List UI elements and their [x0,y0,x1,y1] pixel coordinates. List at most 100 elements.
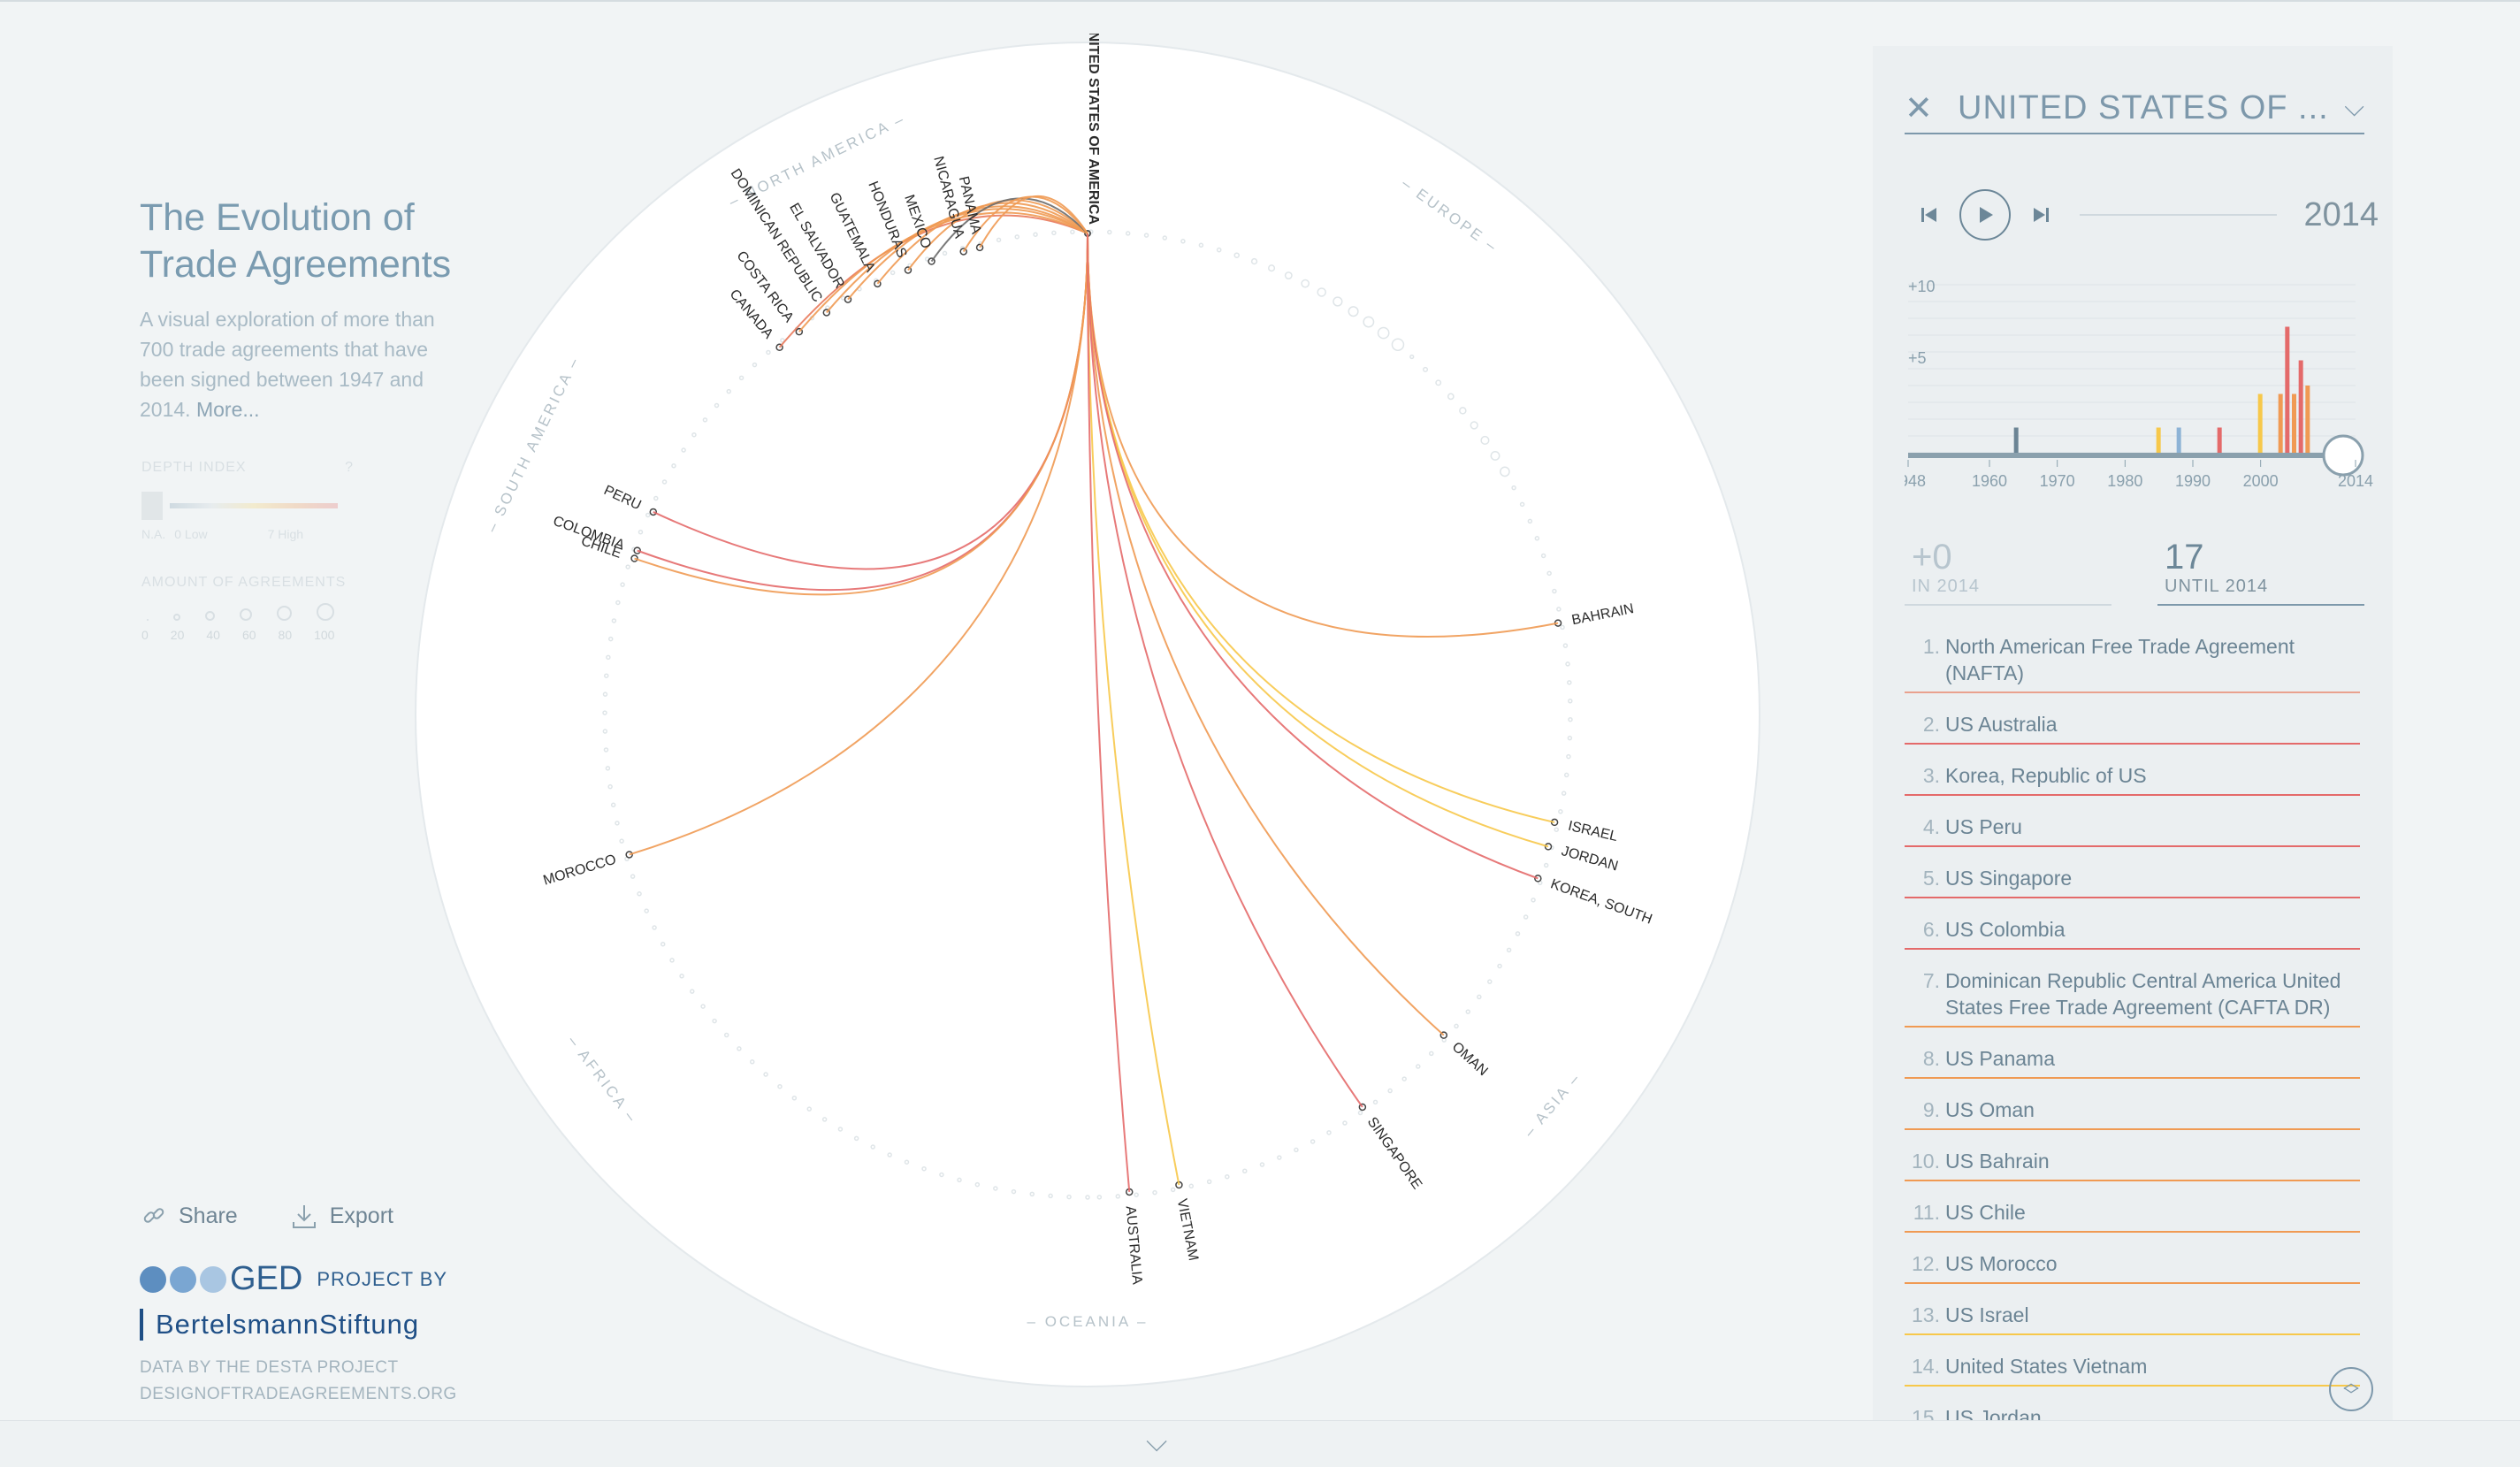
country-dot[interactable] [691,432,697,438]
country-dot[interactable] [669,958,675,963]
country-dot[interactable] [615,600,621,606]
country-dot[interactable] [1357,1110,1363,1116]
country-dot[interactable] [1048,1193,1053,1199]
list-item[interactable]: 14. United States Vietnam [1905,1349,2360,1387]
country-dot[interactable] [1552,588,1557,594]
hist-bar[interactable] [2278,393,2283,454]
stat-until-year[interactable]: 17 UNTIL 2014 [2157,538,2364,606]
country-dot[interactable] [1301,279,1310,288]
ged-logo[interactable]: GED PROJECT BY [140,1260,457,1298]
country-dot[interactable] [652,925,657,930]
chevron-down-icon[interactable]: ⌵ [2344,93,2364,122]
list-item[interactable]: 4. US Peru [1905,810,2360,847]
country-dot[interactable] [1070,229,1075,235]
country-dot[interactable] [1206,1179,1212,1185]
scroll-toggle-icon[interactable]: ︿ ﹀ [2329,1367,2373,1411]
country-dot[interactable] [942,250,948,256]
list-item[interactable]: 8. US Panama [1905,1042,2360,1079]
country-dot[interactable] [700,1004,706,1009]
country-dot[interactable] [1162,235,1168,241]
country-dot[interactable] [1326,1130,1332,1135]
country-dot[interactable] [1342,1120,1348,1126]
agreement-link[interactable] [634,233,1088,596]
country-dot[interactable] [602,691,608,697]
country-dot[interactable] [1134,1192,1139,1197]
country-dot[interactable] [821,1117,828,1122]
country-dot[interactable] [1554,827,1559,832]
country-dot[interactable] [1487,979,1493,984]
country-dot[interactable] [712,1018,717,1024]
agreement-link[interactable] [1087,233,1363,1108]
country-dot[interactable] [726,388,731,394]
country-dot[interactable] [1216,247,1222,253]
list-item[interactable]: 7. Dominican Republic Central America Uni… [1905,964,2360,1028]
country-dot[interactable] [723,1032,729,1038]
country-dot[interactable] [749,1059,755,1065]
agreement-link[interactable] [1087,233,1445,1036]
country-dot[interactable] [806,1106,813,1112]
country-dot[interactable] [1454,1023,1459,1029]
country-dot[interactable] [1561,791,1567,796]
country-dot[interactable] [1125,231,1131,236]
country-dot[interactable] [660,941,666,947]
country-dot[interactable] [671,463,676,469]
country-dot[interactable] [602,710,607,715]
country-dot[interactable] [1096,1195,1103,1200]
country-dot[interactable] [1198,242,1204,248]
country-dot[interactable] [1556,607,1562,612]
country-dot[interactable] [604,673,609,678]
country-dot[interactable] [1180,239,1186,244]
share-button[interactable]: Share [141,1203,238,1229]
country-dot[interactable] [606,654,611,661]
country-dot[interactable] [1277,1155,1282,1160]
country-dot[interactable] [939,1172,944,1178]
hist-bar[interactable] [2292,393,2296,454]
country-dot[interactable] [1435,379,1442,386]
list-item[interactable]: 1. North American Free Trade Agreement (N… [1905,630,2360,693]
country-dot[interactable] [904,1159,910,1165]
country-dot[interactable] [1558,809,1563,814]
country-dot[interactable] [996,237,1002,243]
country-dot[interactable] [1565,661,1570,667]
credit-line-2[interactable]: DESIGNOFTRADEAGREEMENTS.ORG [140,1385,457,1403]
country-dot[interactable] [1363,316,1375,328]
country-dot[interactable] [1085,1195,1090,1200]
country-dot[interactable] [1563,772,1569,778]
country-dot[interactable] [887,1152,892,1158]
country-dot[interactable] [921,1165,927,1172]
agreement-link[interactable] [979,195,1088,248]
country-dot[interactable] [1416,1064,1421,1069]
country-dot[interactable] [607,636,614,642]
country-dot[interactable] [1490,450,1501,461]
country-dot[interactable] [625,564,630,569]
country-dot[interactable] [766,349,771,355]
country-dot[interactable] [607,783,613,790]
country-dot[interactable] [1250,257,1258,265]
country-dot[interactable] [777,1083,783,1089]
country-dot[interactable] [1310,1139,1316,1144]
country-dot[interactable] [1259,1162,1265,1167]
country-dot[interactable] [974,1181,981,1188]
close-icon[interactable]: ✕ [1905,89,1933,127]
country-dot[interactable] [1447,393,1455,401]
list-item[interactable]: 10. US Bahrain [1905,1144,2360,1181]
agreement-link[interactable] [1087,233,1180,1186]
country-dot[interactable] [1519,501,1525,508]
country-dot[interactable] [1534,536,1540,541]
country-dot[interactable] [738,375,745,381]
focus-country-label[interactable]: UNITED STATES OF AMERICA [1086,34,1101,225]
country-dot[interactable] [957,1177,962,1183]
more-link[interactable]: More... [195,398,260,421]
country-dot[interactable] [853,1135,859,1142]
list-item[interactable]: 11. US Chile [1905,1196,2360,1233]
list-item[interactable]: 5. US Singapore [1905,861,2360,898]
country-dot[interactable] [1268,264,1276,272]
country-dot[interactable] [1422,366,1429,372]
country-dot[interactable] [1567,680,1572,685]
agreement-link[interactable] [1087,233,1131,1193]
country-dot[interactable] [1115,1194,1121,1199]
country-dot[interactable] [1033,232,1038,237]
country-dot[interactable] [1066,1194,1072,1200]
country-dot[interactable] [1531,898,1536,903]
list-item[interactable]: 2. US Australia [1905,707,2360,745]
